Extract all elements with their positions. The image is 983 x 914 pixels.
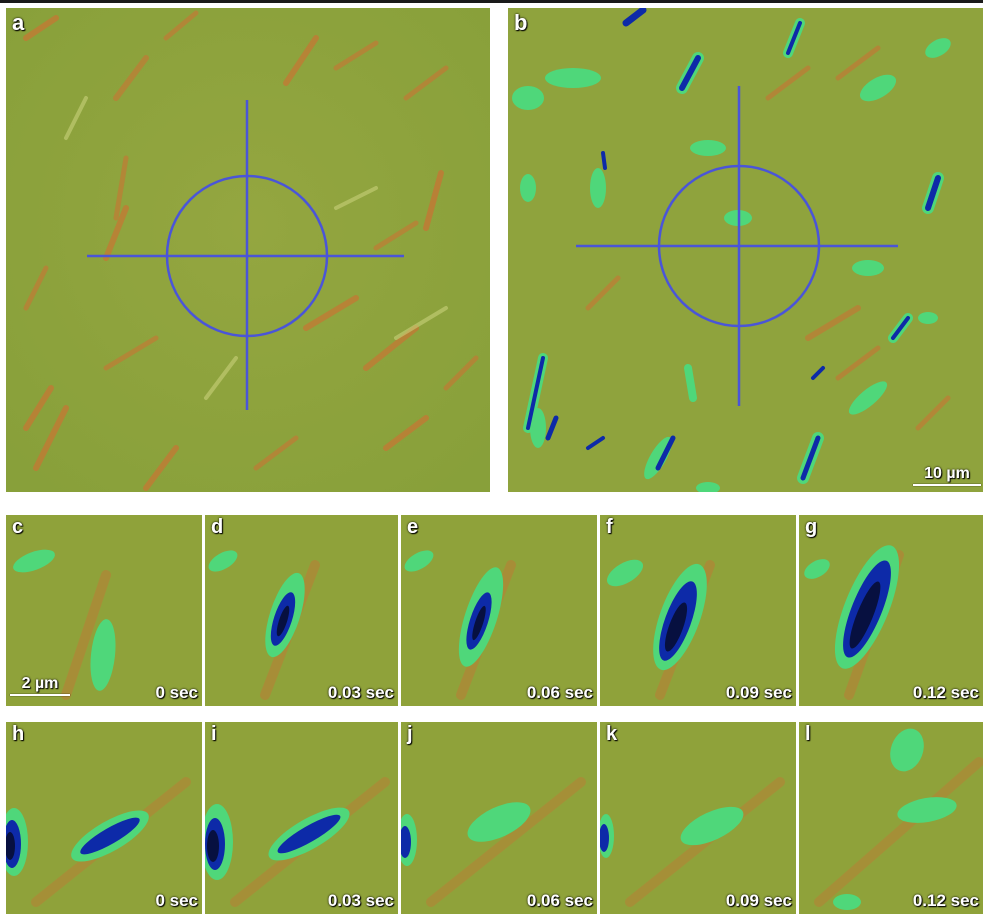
timestamp-i: 0.03 sec — [327, 891, 394, 910]
panel-b-image — [508, 8, 983, 492]
scale-bar-label: 10 µm — [924, 465, 970, 482]
timestamp-d: 0.03 sec — [327, 683, 394, 702]
panel-label-c: c — [12, 516, 24, 538]
panel-label-g: g — [805, 516, 818, 538]
panel-h-image — [6, 722, 202, 914]
panel-label-f: f — [606, 516, 613, 538]
panel-g-frame: g 0.12 sec — [799, 515, 983, 706]
panel-label-i: i — [211, 723, 217, 745]
timestamp-h: 0 sec — [155, 891, 198, 910]
panel-label-b: b — [514, 10, 528, 35]
crosshair-target-a — [87, 100, 404, 410]
timestamp-l: 0.12 sec — [912, 891, 979, 910]
timestamp-f: 0.09 sec — [725, 683, 792, 702]
panel-d-frame: d 0.03 sec — [205, 515, 398, 706]
panel-a-image — [6, 8, 490, 492]
panel-c-image — [6, 515, 202, 706]
panel-f-frame: f 0.09 sec — [600, 515, 796, 706]
panel-label-h: h — [12, 723, 25, 745]
crosshair-target-b — [576, 86, 898, 406]
panel-e-frame: e 0.06 sec — [401, 515, 597, 706]
panel-label-d: d — [211, 516, 224, 538]
panel-e-image — [401, 515, 597, 706]
panel-i-image — [205, 722, 398, 914]
panel-j-frame: j 0.06 sec — [401, 722, 597, 914]
panel-k-frame: k 0.09 sec — [600, 722, 796, 914]
panel-a-micrograph: a — [6, 8, 490, 492]
timestamp-g: 0.12 sec — [912, 683, 979, 702]
panel-label-k: k — [606, 723, 618, 745]
panel-g-image — [799, 515, 983, 706]
timestamp-e: 0.06 sec — [526, 683, 593, 702]
timestamp-k: 0.09 sec — [725, 891, 792, 910]
panel-j-image — [401, 722, 597, 914]
panel-label-a: a — [12, 10, 25, 35]
panel-l-frame: l 0.12 sec — [799, 722, 983, 914]
panel-c-frame: c 2 µm 0 sec — [6, 515, 202, 706]
panel-d-image — [205, 515, 398, 706]
scale-bar-label: 2 µm — [21, 675, 59, 692]
panel-label-e: e — [407, 516, 419, 538]
panel-f-image — [600, 515, 796, 706]
panel-label-j: j — [407, 723, 413, 745]
timestamp-j: 0.06 sec — [526, 891, 593, 910]
panel-h-frame: h 0 sec — [6, 722, 202, 914]
panel-i-frame: i 0.03 sec — [205, 722, 398, 914]
scale-bar-10um: 10 µm — [913, 465, 981, 486]
panel-k-image — [600, 722, 796, 914]
scale-bar-line — [10, 694, 70, 696]
panel-l-image — [799, 722, 983, 914]
panel-label-l: l — [805, 723, 811, 745]
timestamp-c: 0 sec — [155, 683, 198, 702]
top-border-line — [0, 0, 983, 3]
panel-b-micrograph: b 10 µm — [508, 8, 983, 492]
scale-bar-line — [913, 484, 981, 486]
scale-bar-2um: 2 µm — [10, 675, 70, 696]
